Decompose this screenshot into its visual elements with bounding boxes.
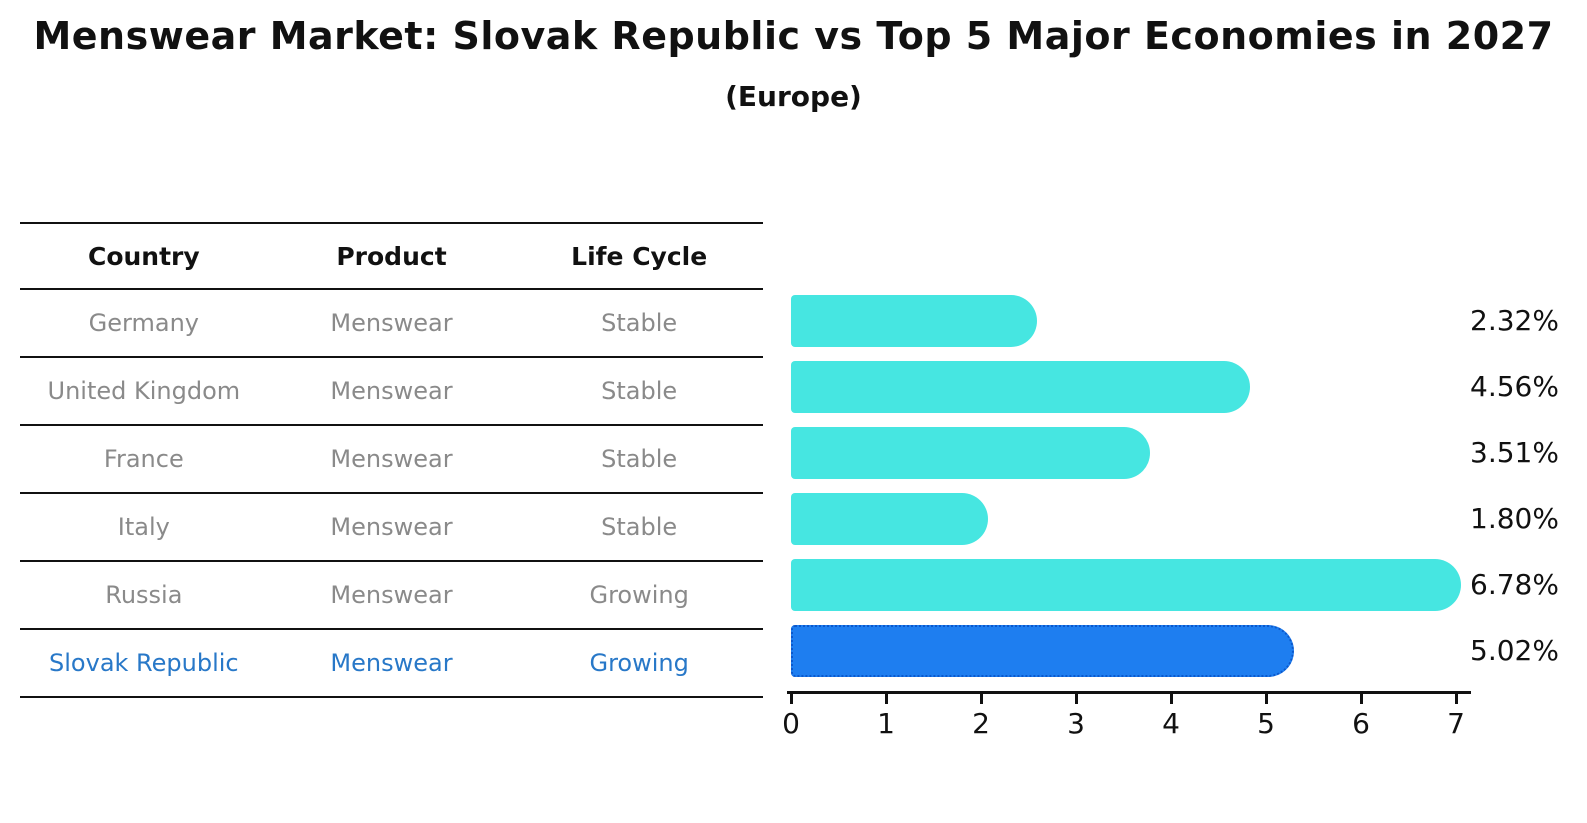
bar-france: [791, 427, 1151, 479]
x-tick-mark: [885, 694, 888, 704]
bar-slovak-republic: [791, 625, 1294, 677]
table-row-slovak-republic: Slovak Republic Menswear Growing: [20, 630, 763, 698]
column-header-country: Country: [87, 241, 200, 271]
chart-subtitle: (Europe): [725, 80, 862, 113]
product-cell: Menswear: [330, 309, 453, 337]
table-row-germany: Germany Menswear Stable: [20, 290, 763, 358]
country-cell: United Kingdom: [47, 377, 241, 405]
x-tick-mark: [1265, 694, 1268, 704]
life-cycle-cell: Stable: [601, 513, 678, 541]
value-label: 1.80%: [1470, 502, 1559, 535]
x-tick-label: 2: [972, 707, 990, 740]
value-label: 3.51%: [1470, 436, 1559, 469]
x-axis-line: [787, 691, 1471, 694]
x-tick-mark: [1170, 694, 1173, 704]
column-header-life-cycle: Life Cycle: [571, 241, 708, 271]
bar-russia: [791, 559, 1462, 611]
x-tick-label: 4: [1162, 707, 1180, 740]
value-label: 6.78%: [1470, 568, 1559, 601]
country-cell: Italy: [117, 513, 170, 541]
product-cell: Menswear: [330, 513, 453, 541]
x-tick-label: 6: [1352, 707, 1370, 740]
x-tick-label: 1: [877, 707, 895, 740]
life-cycle-cell: Growing: [589, 581, 689, 609]
chart-title: Menswear Market: Slovak Republic vs Top …: [33, 14, 1554, 58]
x-tick-label: 0: [782, 707, 800, 740]
value-label: 5.02%: [1470, 634, 1559, 667]
column-header-product: Product: [336, 241, 447, 271]
x-tick-mark: [1075, 694, 1078, 704]
x-tick-mark: [790, 694, 793, 704]
table-row-italy: Italy Menswear Stable: [20, 494, 763, 562]
country-cell: Germany: [88, 309, 199, 337]
product-cell: Menswear: [330, 581, 453, 609]
product-cell: Menswear: [330, 445, 453, 473]
bar-germany: [791, 295, 1038, 347]
country-cell: Slovak Republic: [49, 649, 239, 677]
x-tick-mark: [1455, 694, 1458, 704]
country-cell: France: [103, 445, 184, 473]
bar-italy: [791, 493, 988, 545]
product-cell: Menswear: [330, 377, 453, 405]
x-tick-mark: [980, 694, 983, 704]
table-row-united-kingdom: United Kingdom Menswear Stable: [20, 358, 763, 426]
x-tick-mark: [1360, 694, 1363, 704]
life-cycle-cell: Growing: [589, 649, 689, 677]
x-tick-label: 5: [1257, 707, 1275, 740]
table-row-russia: Russia Menswear Growing: [20, 562, 763, 630]
product-cell: Menswear: [330, 649, 453, 677]
table-header-row: Country Product Life Cycle: [20, 224, 763, 290]
life-cycle-cell: Stable: [601, 309, 678, 337]
country-cell: Russia: [105, 581, 183, 609]
x-tick-label: 7: [1447, 707, 1465, 740]
value-label: 2.32%: [1470, 304, 1559, 337]
country-info-table: Country Product Life Cycle Germany Mensw…: [20, 222, 763, 698]
bar-united-kingdom: [791, 361, 1251, 413]
life-cycle-cell: Stable: [601, 445, 678, 473]
life-cycle-cell: Stable: [601, 377, 678, 405]
x-tick-label: 3: [1067, 707, 1085, 740]
table-row-france: France Menswear Stable: [20, 426, 763, 494]
value-label: 4.56%: [1470, 370, 1559, 403]
